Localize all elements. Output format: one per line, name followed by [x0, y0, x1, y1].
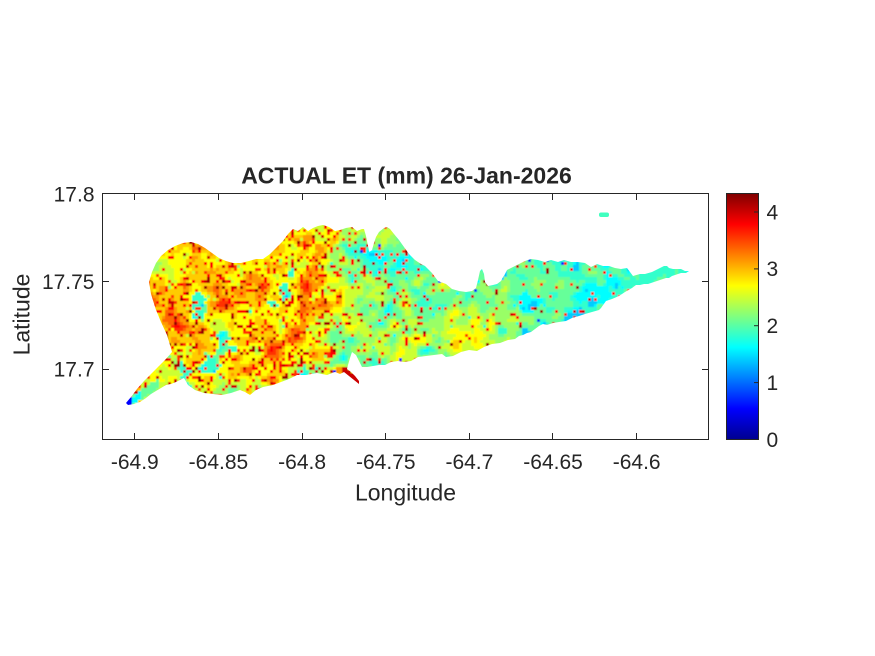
svg-text:-64.9: -64.9 — [111, 451, 159, 474]
svg-text:2: 2 — [767, 315, 779, 338]
svg-text:-64.6: -64.6 — [613, 451, 661, 474]
svg-text:ACTUAL ET (mm) 26-Jan-2026: ACTUAL ET (mm) 26-Jan-2026 — [241, 163, 572, 189]
svg-text:3: 3 — [767, 258, 779, 281]
svg-text:-64.85: -64.85 — [189, 451, 249, 474]
svg-text:-64.8: -64.8 — [278, 451, 326, 474]
svg-text:-64.65: -64.65 — [523, 451, 583, 474]
svg-text:1: 1 — [767, 372, 779, 395]
svg-text:17.8: 17.8 — [54, 184, 95, 207]
svg-text:4: 4 — [767, 201, 779, 224]
svg-text:-64.75: -64.75 — [356, 451, 416, 474]
svg-text:17.7: 17.7 — [54, 358, 95, 381]
svg-text:Latitude: Latitude — [9, 274, 35, 356]
svg-text:-64.7: -64.7 — [445, 451, 493, 474]
svg-text:17.75: 17.75 — [42, 271, 95, 294]
svg-text:Longitude: Longitude — [355, 479, 456, 505]
svg-text:0: 0 — [767, 429, 779, 452]
